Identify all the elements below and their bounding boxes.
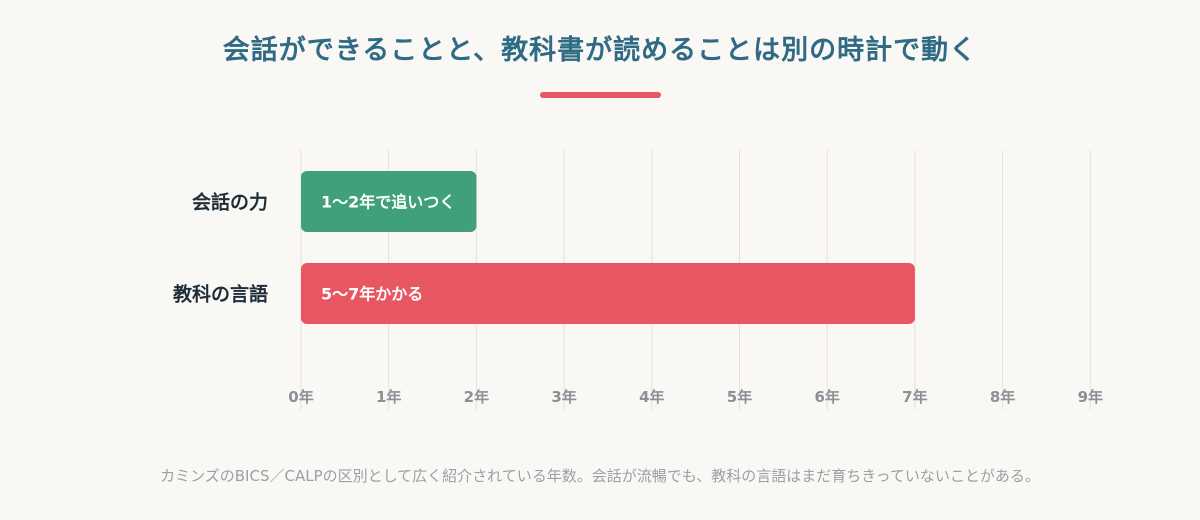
x-tick-label: 4年 [639,388,664,406]
bar-value-label: 5〜7年かかる [321,285,423,304]
bar-value-label: 1〜2年で追いつく [321,193,455,212]
title-accent-divider [540,92,661,98]
category-label: 教科の言語 [173,283,268,306]
bar [301,263,915,324]
x-tick-label: 2年 [464,388,489,406]
chart-title: 会話ができることと、教科書が読めることは別の時計で動く [222,35,978,66]
x-tick-label: 7年 [902,388,927,406]
x-tick-label: 3年 [551,388,576,406]
x-tick-label: 9年 [1078,388,1103,406]
x-axis-ticks: 0年 1年 2年 3年 4年 5年 6年 7年 8年 9年 [288,388,1103,406]
x-tick-label: 0年 [288,388,313,406]
footnote: カミンズのBICS／CALPの区別として広く紹介されている年数。会話が流暢でも、… [160,467,1040,485]
category-label: 会話の力 [192,191,268,214]
x-tick-label: 5年 [727,388,752,406]
x-tick-label: 1年 [376,388,401,406]
x-tick-label: 6年 [814,388,839,406]
bar [301,171,477,232]
bars: 1〜2年で追いつく 5〜7年かかる [301,171,915,324]
x-tick-label: 8年 [990,388,1015,406]
